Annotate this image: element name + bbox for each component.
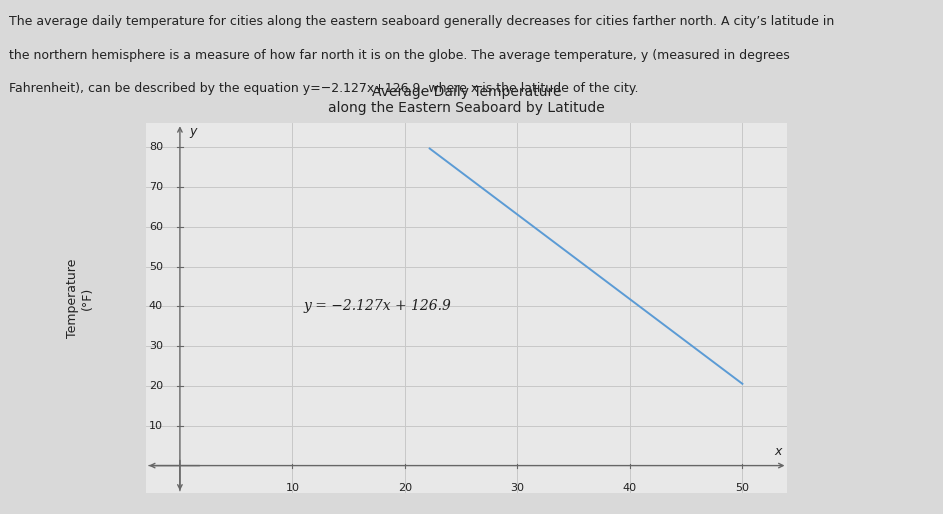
Text: x: x xyxy=(775,445,782,457)
Text: 40: 40 xyxy=(149,301,163,311)
Text: Fahrenheit), can be described by the equation y=−2.127x+126.9, where x is the la: Fahrenheit), can be described by the equ… xyxy=(9,82,639,95)
Text: y = −2.127x + 126.9: y = −2.127x + 126.9 xyxy=(304,300,452,314)
Text: 60: 60 xyxy=(149,222,163,232)
Text: 10: 10 xyxy=(149,421,163,431)
Title: Average Daily Temperature
along the Eastern Seaboard by Latitude: Average Daily Temperature along the East… xyxy=(328,85,605,115)
Text: 50: 50 xyxy=(736,484,750,493)
Text: the northern hemisphere is a measure of how far north it is on the globe. The av: the northern hemisphere is a measure of … xyxy=(9,49,790,62)
Text: 80: 80 xyxy=(149,142,163,152)
Text: y: y xyxy=(189,125,196,138)
Text: 40: 40 xyxy=(622,484,637,493)
Text: The average daily temperature for cities along the eastern seaboard generally de: The average daily temperature for cities… xyxy=(9,15,835,28)
Text: 70: 70 xyxy=(149,182,163,192)
Text: 20: 20 xyxy=(149,381,163,391)
Text: 10: 10 xyxy=(286,484,300,493)
Text: 50: 50 xyxy=(149,262,163,271)
Text: 30: 30 xyxy=(149,341,163,351)
Text: 20: 20 xyxy=(398,484,412,493)
Text: Temperature
(°F): Temperature (°F) xyxy=(66,259,94,338)
Text: 30: 30 xyxy=(510,484,524,493)
